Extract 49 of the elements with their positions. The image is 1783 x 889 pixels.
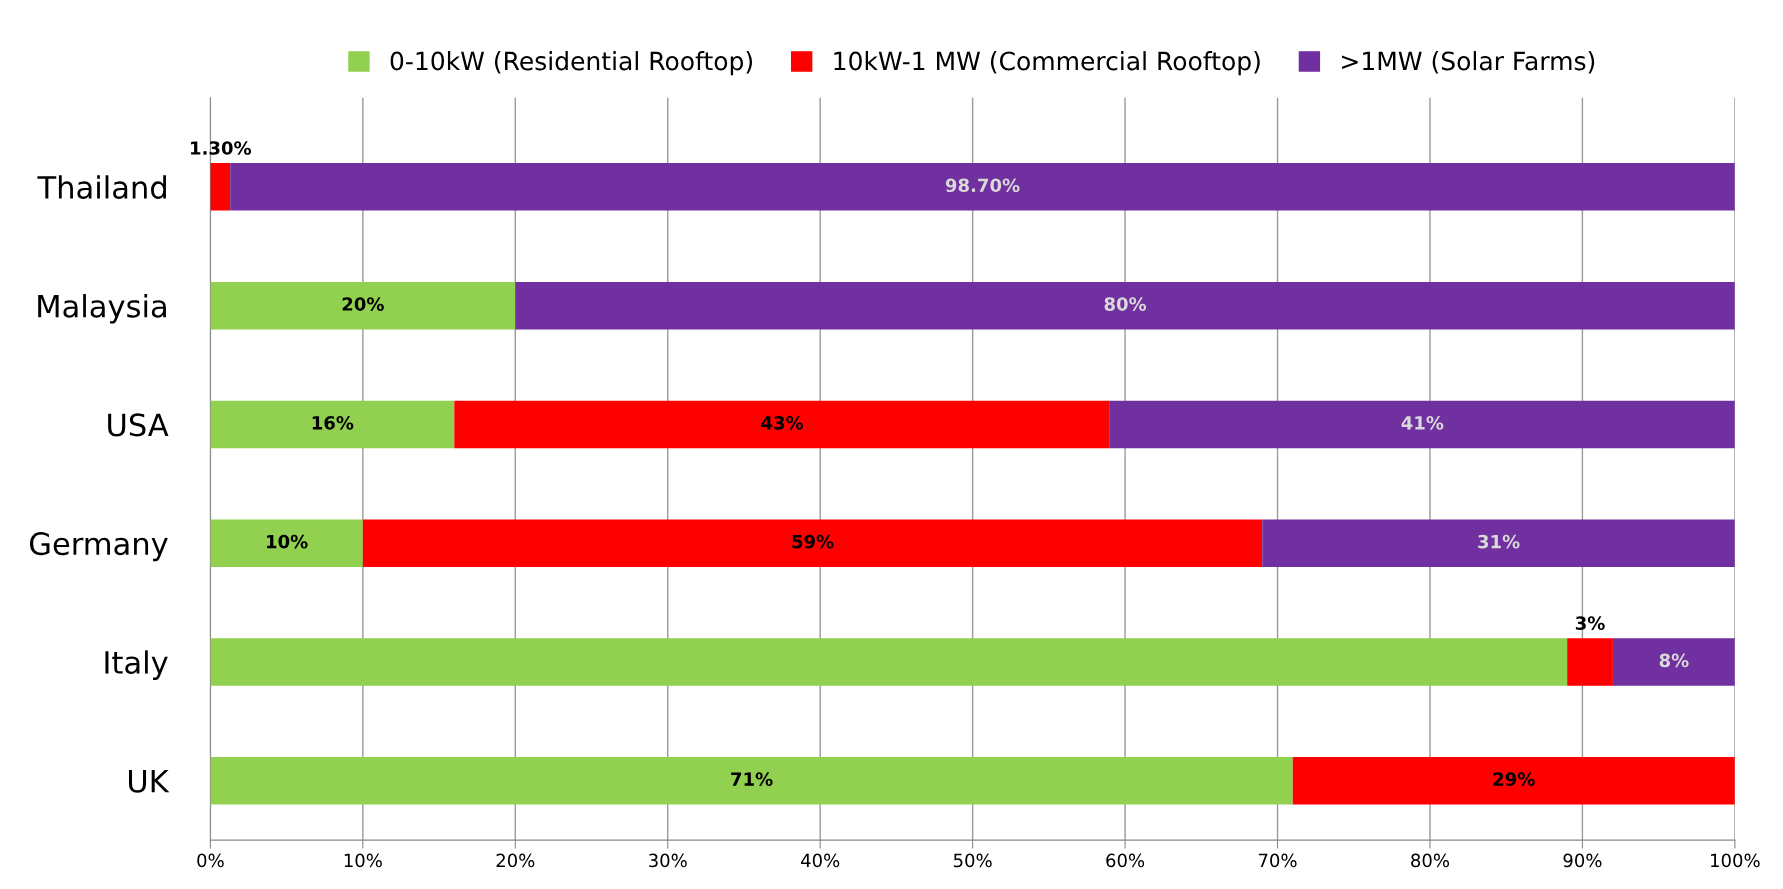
data-label: 3% xyxy=(1575,616,1605,630)
data-label: 43% xyxy=(761,415,804,430)
bar xyxy=(210,638,1568,686)
x-tick-label: 50% xyxy=(953,853,992,868)
x-tick-label: 100% xyxy=(1711,853,1760,868)
bar xyxy=(210,163,231,211)
legend-label: >1MW (Solar Farms) xyxy=(1342,51,1595,74)
x-tick-label: 10% xyxy=(344,853,382,868)
data-label: 29% xyxy=(1493,772,1535,786)
bar xyxy=(210,281,516,330)
x-tick-label: 60% xyxy=(1106,853,1145,868)
data-label: 80% xyxy=(1104,297,1147,311)
bar xyxy=(362,519,1263,567)
bar xyxy=(515,281,1735,330)
bar xyxy=(210,400,455,449)
data-label: 31% xyxy=(1478,534,1520,549)
legend-label: 0-10kW (Residential Rooftop) xyxy=(390,51,753,76)
data-label: 20% xyxy=(342,297,384,311)
data-label: 98.70% xyxy=(945,178,1020,193)
y-tick-label: Malaysia xyxy=(38,294,166,324)
bar xyxy=(1262,519,1735,567)
y-tick-label: Thailand xyxy=(37,175,166,199)
data-label: 10% xyxy=(267,534,308,549)
y-tick-label: Germany xyxy=(30,532,168,562)
data-label: 8% xyxy=(1659,653,1689,668)
data-label: 1.30% xyxy=(191,141,252,155)
bar xyxy=(210,519,363,567)
bar xyxy=(1109,400,1735,449)
data-label: 71% xyxy=(731,772,773,786)
y-tick-label: Italy xyxy=(105,650,168,680)
legend-label: 10kW-1 MW (Commercial Rooftop) xyxy=(834,51,1260,76)
x-tick-label: 30% xyxy=(649,853,687,868)
x-tick-label: 90% xyxy=(1563,853,1602,868)
y-tick-label: UK xyxy=(128,770,170,793)
x-tick-label: 80% xyxy=(1411,853,1450,868)
x-tick-label: 70% xyxy=(1258,853,1297,868)
data-label: 41% xyxy=(1401,415,1444,430)
bar xyxy=(1567,638,1613,686)
x-tick-label: 40% xyxy=(801,853,840,868)
bar xyxy=(454,400,1110,449)
bar xyxy=(1612,638,1735,686)
y-tick-label: USA xyxy=(108,413,169,437)
data-label: 16% xyxy=(312,415,354,430)
x-tick-label: 0% xyxy=(197,853,224,868)
bar xyxy=(1292,756,1735,805)
x-tick-label: 20% xyxy=(496,853,535,868)
bar xyxy=(230,163,1735,211)
data-label: 59% xyxy=(792,534,834,549)
bar xyxy=(210,756,1293,805)
